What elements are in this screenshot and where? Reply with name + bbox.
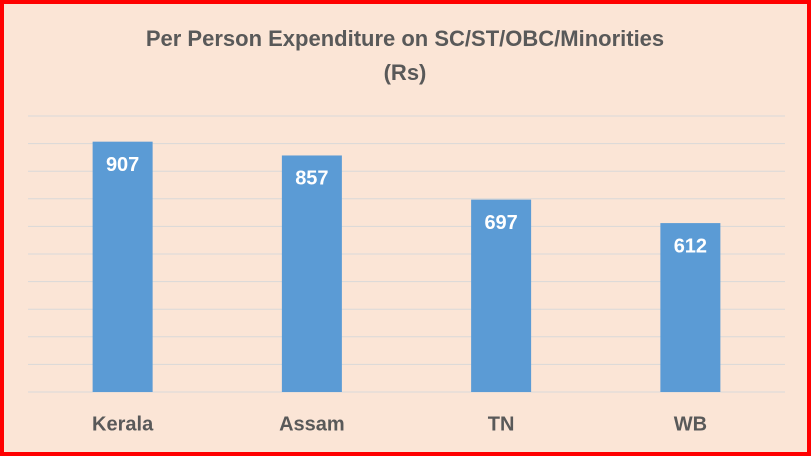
chart-title: (Rs) (384, 60, 427, 85)
x-tick-label: WB (674, 413, 707, 435)
data-label: 612 (674, 235, 707, 257)
bar (92, 141, 153, 392)
bar (471, 199, 532, 392)
x-tick-label: TN (488, 413, 515, 435)
x-tick-label: Kerala (92, 413, 154, 435)
data-label: 857 (295, 168, 328, 190)
data-label: 697 (484, 212, 517, 234)
x-tick-label: Assam (279, 413, 345, 435)
bar (660, 223, 721, 392)
chart-title: Per Person Expenditure on SC/ST/OBC/Mino… (146, 26, 664, 51)
data-label: 907 (106, 154, 139, 176)
bar (281, 155, 342, 392)
